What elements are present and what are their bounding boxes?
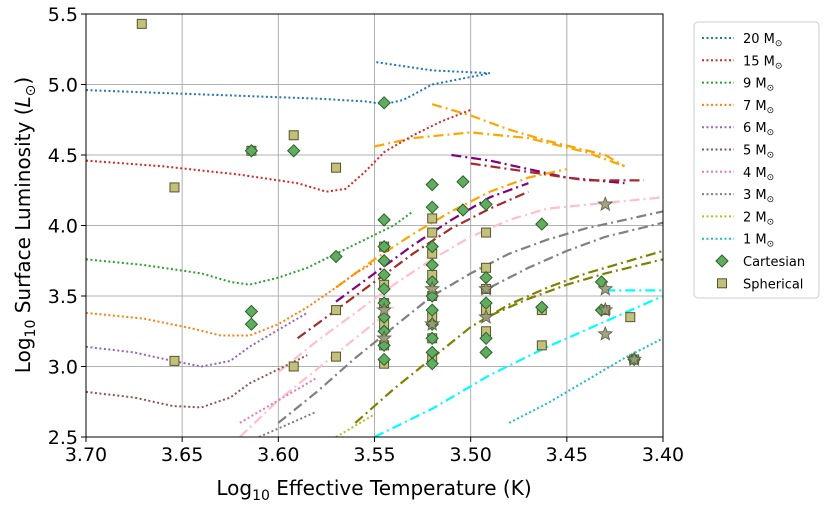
hr-diagram-chart: 3.70 3.65 3.60 3.55 3.50 3.45 3.402.53.03.54.0… [0,0,830,510]
x-tick-label: 3.55 [353,444,395,466]
spherical-point [170,183,179,192]
y-tick-label: 2.5 [48,427,78,449]
spherical-point [137,19,146,28]
spherical-point [428,214,437,223]
spherical-point [332,163,341,172]
y-tick-label: 4.0 [48,216,78,238]
spherical-point [170,356,179,365]
legend-marker-spherical [718,279,727,288]
spherical-point [482,228,491,237]
spherical-point [332,306,341,315]
legend-label-cartesian: Cartesian [743,255,805,270]
legend: 20 M⊙ 15 M⊙ 9 M⊙ 7 M⊙ 6 M⊙ 5 M⊙ 4 M⊙ 3 M⊙ 2 M⊙ 1 … [694,22,819,298]
spherical-point [482,263,491,272]
y-tick-label: 3.5 [48,286,78,308]
x-tick-label: 3.50 [450,444,492,466]
legend-label-spherical: Spherical [743,277,803,292]
x-tick-label: 3.65 [161,444,203,466]
spherical-point [626,313,635,322]
spherical-point [289,131,298,140]
y-tick-label: 5.5 [48,4,78,26]
y-tick-label: 3.0 [48,357,78,379]
x-tick-label: 3.60 [257,444,299,466]
spherical-point [537,341,546,350]
x-tick-label: 3.40 [642,444,684,466]
spherical-point [289,362,298,371]
y-tick-label: 5.0 [48,75,78,97]
x-axis-label: Log10 Effective Temperature (K) [216,476,531,504]
x-tick-label: 3.45 [546,444,588,466]
spherical-point [428,228,437,237]
y-tick-label: 4.5 [48,145,78,167]
spherical-point [332,352,341,361]
y-axis-label: Log10 Surface Luminosity (L⊙) [11,77,39,373]
